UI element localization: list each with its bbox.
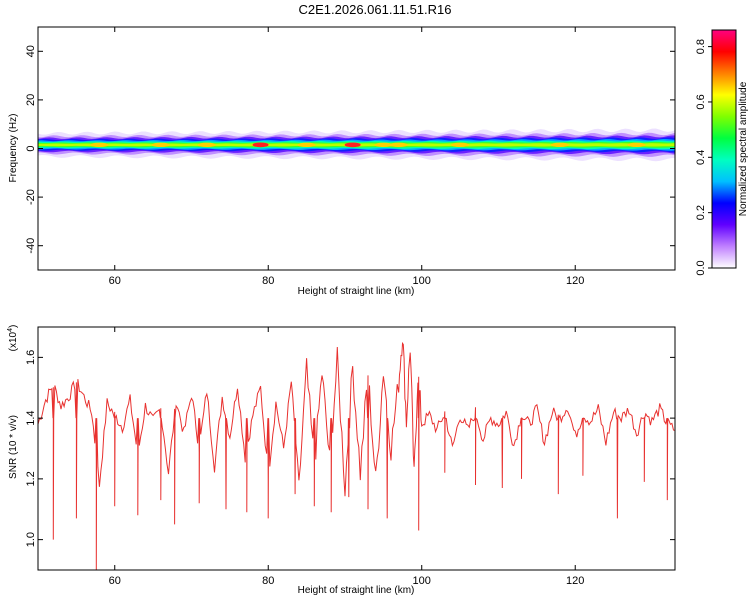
y-tick-label: 20 [25,94,37,106]
top-x-axis-label: Height of straight line (km) [298,286,415,297]
spectrogram-panel: 60 80 100 120 40 20 0 -20 -40 Height of straigh… [8,26,676,297]
band-hotspot [451,142,470,148]
y-multiplier: (x104) [7,325,19,352]
spectrogram-band [38,128,675,162]
y-tick-label: 1.6 [25,350,37,365]
x-tick-label: 120 [566,275,584,287]
colorbar-ticks: 0.0 0.2 0.4 0.6 0.8 [695,39,712,276]
top-x-ticks: 60 80 100 120 [109,27,584,287]
y-multiplier-base: (x10 [8,331,19,351]
y-tick-label: 1.2 [25,471,37,486]
band-hotspot [90,142,109,148]
snr-panel: 60 80 100 120 1.6 1.4 1.2 1.0 Height of straig… [7,325,676,596]
y-multiplier-exponent: 4 [7,328,14,332]
colorbar-tick-label: 0.6 [695,94,707,109]
colorbar-tick-label: 0.2 [695,205,707,220]
x-tick-label: 60 [109,275,121,287]
snr-series [38,341,675,570]
y-tick-label: 1.4 [25,410,37,425]
band-peak [252,142,269,148]
x-tick-label: 120 [566,575,584,587]
svg-text:(x104): (x104) [7,325,19,352]
x-tick-label: 80 [262,575,274,587]
band-hotspot [374,142,393,148]
colorbar-tick-label: 0.4 [695,150,707,165]
y-tick-label: 0 [25,145,37,151]
snr-border [37,326,676,571]
y-tick-label: -20 [25,189,37,205]
chart-title: C2E1.2026.061.11.51.R16 [298,2,452,17]
y-tick-label: -40 [25,238,37,254]
colorbar: 0.0 0.2 0.4 0.6 0.8 Normalized spectral ampl… [695,29,749,276]
band-peak [344,142,361,148]
y-tick-label: 1.0 [25,532,37,547]
y-multiplier-close: ) [8,325,19,328]
bottom-y-axis-label: SNR (10 * v/v) [8,415,19,479]
colorbar-tick-label: 0.8 [695,39,707,54]
band-hotspot [389,142,408,148]
colorbar-gradient [711,29,737,269]
x-tick-label: 100 [413,275,431,287]
band-hotspot [297,142,316,148]
x-tick-label: 60 [109,575,121,587]
band-hotspot [627,142,646,148]
y-tick-label: 40 [25,45,37,57]
x-tick-label: 80 [262,275,274,287]
top-y-ticks: 40 20 0 -20 -40 [25,45,675,254]
x-tick-label: 100 [413,575,431,587]
bottom-x-axis-label: Height of straight line (km) [298,585,415,596]
snr-frame [38,327,675,570]
bottom-x-ticks: 60 80 100 120 [109,327,584,587]
colorbar-tick-label: 0.0 [695,260,707,275]
band-hotspot [197,142,216,148]
band-hotspot [151,142,170,148]
band-hotspot [550,142,569,148]
snr-line [38,341,675,570]
bottom-y-ticks: 1.6 1.4 1.2 1.0 [25,350,675,547]
top-y-axis-label: Frequency (Hz) [8,114,19,183]
colorbar-label: Normalized spectral amplitude [738,81,749,216]
